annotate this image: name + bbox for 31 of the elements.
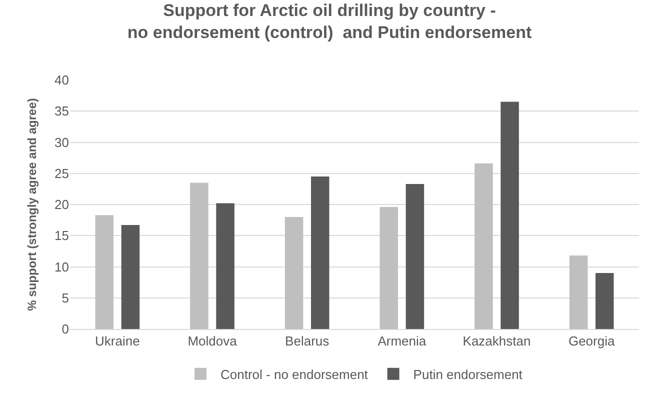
y-axis-title: % support (strongly agree and agree) bbox=[24, 98, 39, 311]
bar bbox=[284, 216, 304, 329]
bar bbox=[406, 184, 424, 329]
x-tick-label: Ukraine bbox=[95, 334, 140, 349]
y-tick-label: 0 bbox=[62, 322, 69, 337]
legend-label: Control - no endorsement bbox=[220, 366, 368, 382]
y-tick-label: 30 bbox=[54, 134, 69, 150]
bar bbox=[569, 256, 588, 329]
y-tick-label: 15 bbox=[54, 228, 69, 244]
x-tick-label: Armenia bbox=[378, 334, 427, 349]
legend-label: Putin endorsement bbox=[413, 366, 523, 382]
y-tick-label: 5 bbox=[62, 290, 69, 306]
chart-title: Support for Arctic oil drilling by country - no endorsement (control) and Putin endorsement bbox=[127, 1, 532, 42]
bar bbox=[596, 272, 614, 329]
bar bbox=[95, 215, 114, 329]
y-tick-label: 35 bbox=[54, 104, 69, 119]
bar bbox=[216, 203, 234, 329]
bar bbox=[474, 163, 493, 329]
x-tick-label: Kazakhstan bbox=[462, 334, 531, 349]
y-tick-label: 10 bbox=[54, 259, 69, 274]
y-tick-label: 40 bbox=[54, 72, 69, 88]
bar bbox=[380, 206, 398, 329]
bar bbox=[190, 182, 208, 329]
bar bbox=[121, 225, 140, 329]
x-tick-label: Georgia bbox=[568, 334, 616, 349]
bar bbox=[500, 102, 519, 329]
bar bbox=[311, 176, 330, 329]
y-tick-label: 25 bbox=[54, 166, 69, 181]
y-tick-label: 20 bbox=[54, 197, 69, 212]
x-tick-label: Belarus bbox=[285, 334, 330, 349]
x-tick-label: Moldova bbox=[188, 334, 238, 349]
